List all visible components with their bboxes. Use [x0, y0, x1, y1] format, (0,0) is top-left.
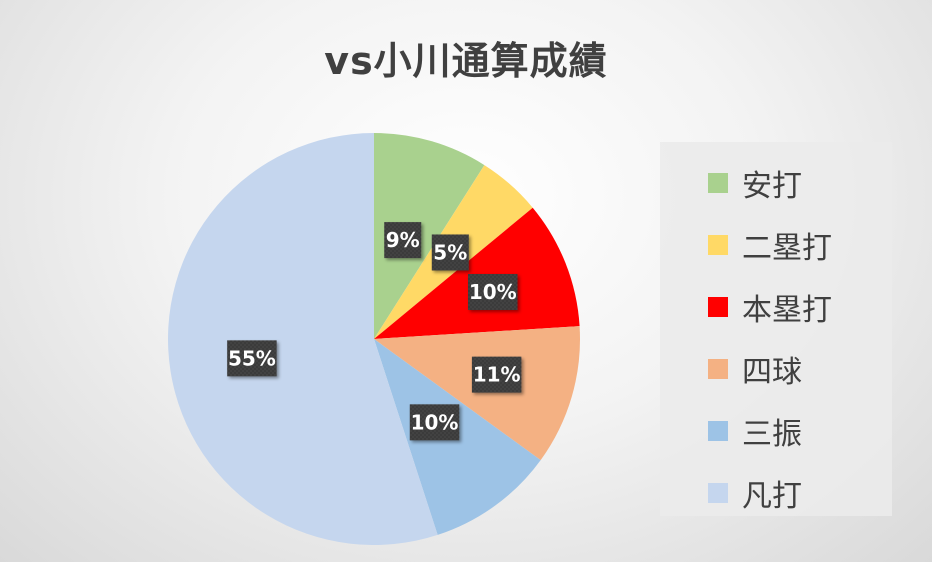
- data-label-text: 10%: [469, 280, 517, 304]
- legend-item: 本塁打: [660, 276, 892, 338]
- legend-label: 二塁打: [742, 231, 832, 266]
- legend-swatch: [708, 297, 728, 317]
- legend-item: 安打: [660, 152, 892, 214]
- data-label: 5%: [431, 234, 469, 271]
- legend-item: 三振: [660, 400, 892, 462]
- legend-label: 安打: [742, 169, 802, 204]
- data-label: 9%: [384, 222, 422, 259]
- chart-title: vs小川通算成績: [324, 39, 608, 83]
- legend-swatch: [708, 235, 728, 255]
- legend: 安打二塁打本塁打四球三振凡打: [660, 142, 892, 516]
- legend-label: 四球: [742, 355, 802, 390]
- data-label: 10%: [468, 273, 518, 310]
- data-label: 55%: [227, 340, 277, 377]
- legend-item: 四球: [660, 338, 892, 400]
- pie-slice: [374, 207, 580, 339]
- legend-swatch: [708, 421, 728, 441]
- pie-slice: [374, 326, 580, 461]
- data-label-text: 55%: [228, 346, 276, 370]
- legend-swatch: [708, 483, 728, 503]
- legend-label: 三振: [742, 417, 802, 452]
- data-label: 11%: [471, 356, 522, 393]
- pie-slice: [168, 133, 438, 545]
- data-label: 10%: [409, 404, 460, 441]
- pie-slice: [374, 133, 485, 339]
- legend-label: 凡打: [742, 479, 802, 514]
- data-label-text: 5%: [433, 240, 467, 264]
- legend-swatch: [708, 173, 728, 193]
- legend-item: 凡打: [660, 462, 892, 524]
- data-label-text: 9%: [386, 228, 420, 252]
- legend-item: 二塁打: [660, 214, 892, 276]
- legend-swatch: [708, 359, 728, 379]
- legend-label: 本塁打: [742, 293, 832, 328]
- data-label-text: 11%: [473, 363, 521, 387]
- data-label-text: 10%: [411, 410, 459, 434]
